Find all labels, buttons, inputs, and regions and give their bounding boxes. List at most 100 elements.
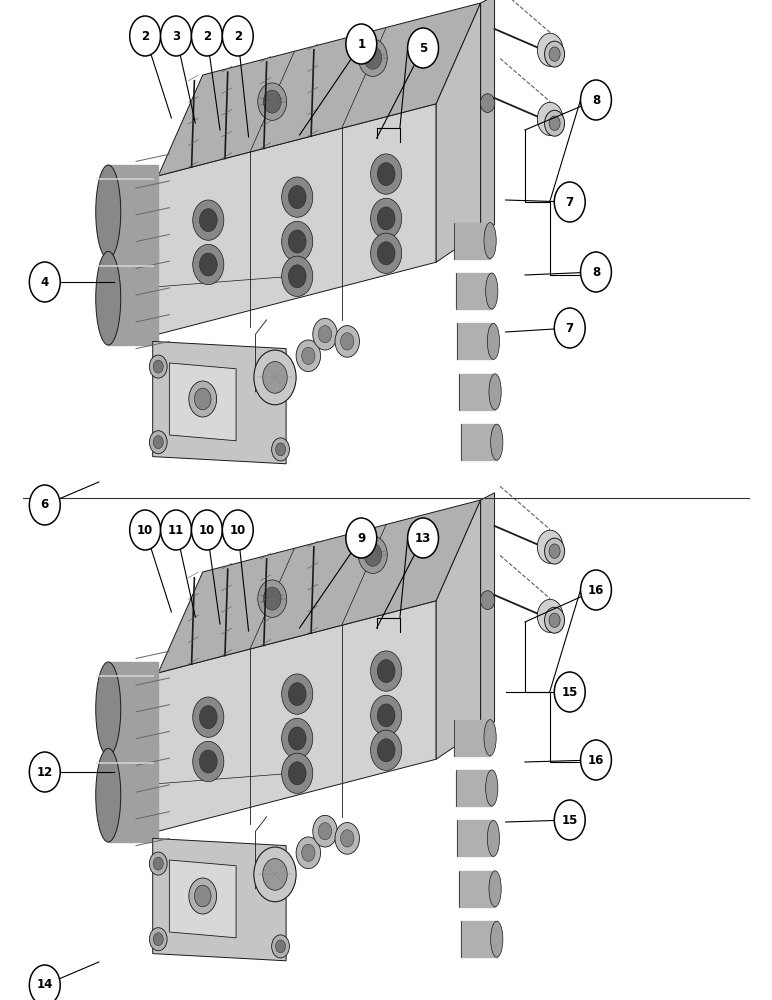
- Circle shape: [154, 857, 163, 870]
- Ellipse shape: [489, 374, 501, 410]
- Circle shape: [282, 221, 313, 262]
- Circle shape: [130, 510, 161, 550]
- Ellipse shape: [486, 273, 498, 309]
- Circle shape: [554, 308, 585, 348]
- Text: 2: 2: [234, 29, 242, 42]
- Circle shape: [358, 39, 388, 76]
- Circle shape: [371, 651, 401, 691]
- Circle shape: [313, 815, 337, 847]
- Text: 12: 12: [36, 766, 53, 778]
- Circle shape: [262, 362, 287, 393]
- Circle shape: [189, 381, 217, 417]
- Circle shape: [149, 852, 168, 875]
- Circle shape: [161, 16, 191, 56]
- Circle shape: [537, 102, 563, 135]
- Circle shape: [408, 518, 438, 558]
- Polygon shape: [169, 860, 236, 938]
- Ellipse shape: [96, 165, 120, 259]
- Circle shape: [258, 83, 286, 120]
- Polygon shape: [461, 921, 496, 957]
- Circle shape: [346, 24, 377, 64]
- Circle shape: [340, 830, 354, 847]
- Circle shape: [191, 16, 222, 56]
- Circle shape: [371, 233, 401, 273]
- Circle shape: [191, 510, 222, 550]
- Circle shape: [149, 355, 168, 378]
- Polygon shape: [436, 500, 481, 759]
- Ellipse shape: [96, 748, 120, 842]
- Circle shape: [154, 436, 163, 449]
- Circle shape: [199, 706, 217, 729]
- Circle shape: [189, 878, 217, 914]
- Circle shape: [288, 186, 306, 209]
- Circle shape: [554, 800, 585, 840]
- Text: 2: 2: [141, 29, 149, 42]
- Circle shape: [258, 580, 286, 617]
- Polygon shape: [158, 104, 436, 334]
- Circle shape: [537, 599, 563, 632]
- Circle shape: [318, 326, 332, 343]
- Circle shape: [195, 388, 211, 410]
- Ellipse shape: [487, 820, 499, 856]
- Text: 9: 9: [357, 532, 365, 544]
- Circle shape: [149, 928, 168, 951]
- Text: 8: 8: [592, 94, 600, 106]
- Circle shape: [282, 753, 313, 793]
- Circle shape: [288, 683, 306, 706]
- Circle shape: [346, 518, 377, 558]
- Ellipse shape: [489, 871, 501, 907]
- Circle shape: [378, 704, 395, 727]
- Ellipse shape: [486, 770, 498, 806]
- Circle shape: [480, 94, 495, 112]
- Circle shape: [335, 326, 360, 357]
- Circle shape: [29, 965, 60, 1000]
- Polygon shape: [461, 424, 496, 460]
- Circle shape: [288, 230, 306, 253]
- Circle shape: [282, 718, 313, 759]
- Circle shape: [29, 262, 60, 302]
- Circle shape: [276, 940, 286, 953]
- Polygon shape: [108, 662, 158, 756]
- Circle shape: [296, 837, 320, 869]
- Polygon shape: [108, 251, 158, 345]
- Polygon shape: [481, 0, 495, 232]
- Polygon shape: [153, 838, 286, 961]
- Text: 15: 15: [561, 686, 578, 698]
- Polygon shape: [436, 3, 481, 262]
- Circle shape: [193, 244, 224, 285]
- Circle shape: [549, 544, 560, 558]
- Polygon shape: [459, 871, 495, 907]
- Circle shape: [282, 177, 313, 217]
- Circle shape: [272, 438, 290, 461]
- Circle shape: [288, 727, 306, 750]
- Ellipse shape: [96, 251, 120, 345]
- Circle shape: [154, 360, 163, 373]
- Circle shape: [318, 823, 332, 840]
- Circle shape: [549, 613, 560, 627]
- Circle shape: [296, 340, 320, 372]
- Circle shape: [29, 485, 60, 525]
- Polygon shape: [108, 748, 158, 842]
- Circle shape: [581, 570, 611, 610]
- Text: 15: 15: [561, 814, 578, 826]
- Polygon shape: [158, 3, 481, 176]
- Circle shape: [195, 885, 211, 907]
- Circle shape: [378, 163, 395, 186]
- Text: 1: 1: [357, 37, 365, 50]
- Ellipse shape: [484, 223, 496, 259]
- Circle shape: [544, 607, 564, 633]
- Circle shape: [222, 16, 253, 56]
- Circle shape: [263, 90, 281, 113]
- Polygon shape: [459, 374, 495, 410]
- Polygon shape: [454, 223, 490, 259]
- Ellipse shape: [96, 662, 120, 756]
- Circle shape: [378, 660, 395, 683]
- Text: 8: 8: [592, 265, 600, 278]
- Text: 13: 13: [415, 532, 432, 544]
- Polygon shape: [153, 341, 286, 464]
- Circle shape: [408, 28, 438, 68]
- Polygon shape: [169, 363, 236, 441]
- Circle shape: [282, 256, 313, 296]
- Circle shape: [254, 847, 296, 902]
- Circle shape: [378, 207, 395, 230]
